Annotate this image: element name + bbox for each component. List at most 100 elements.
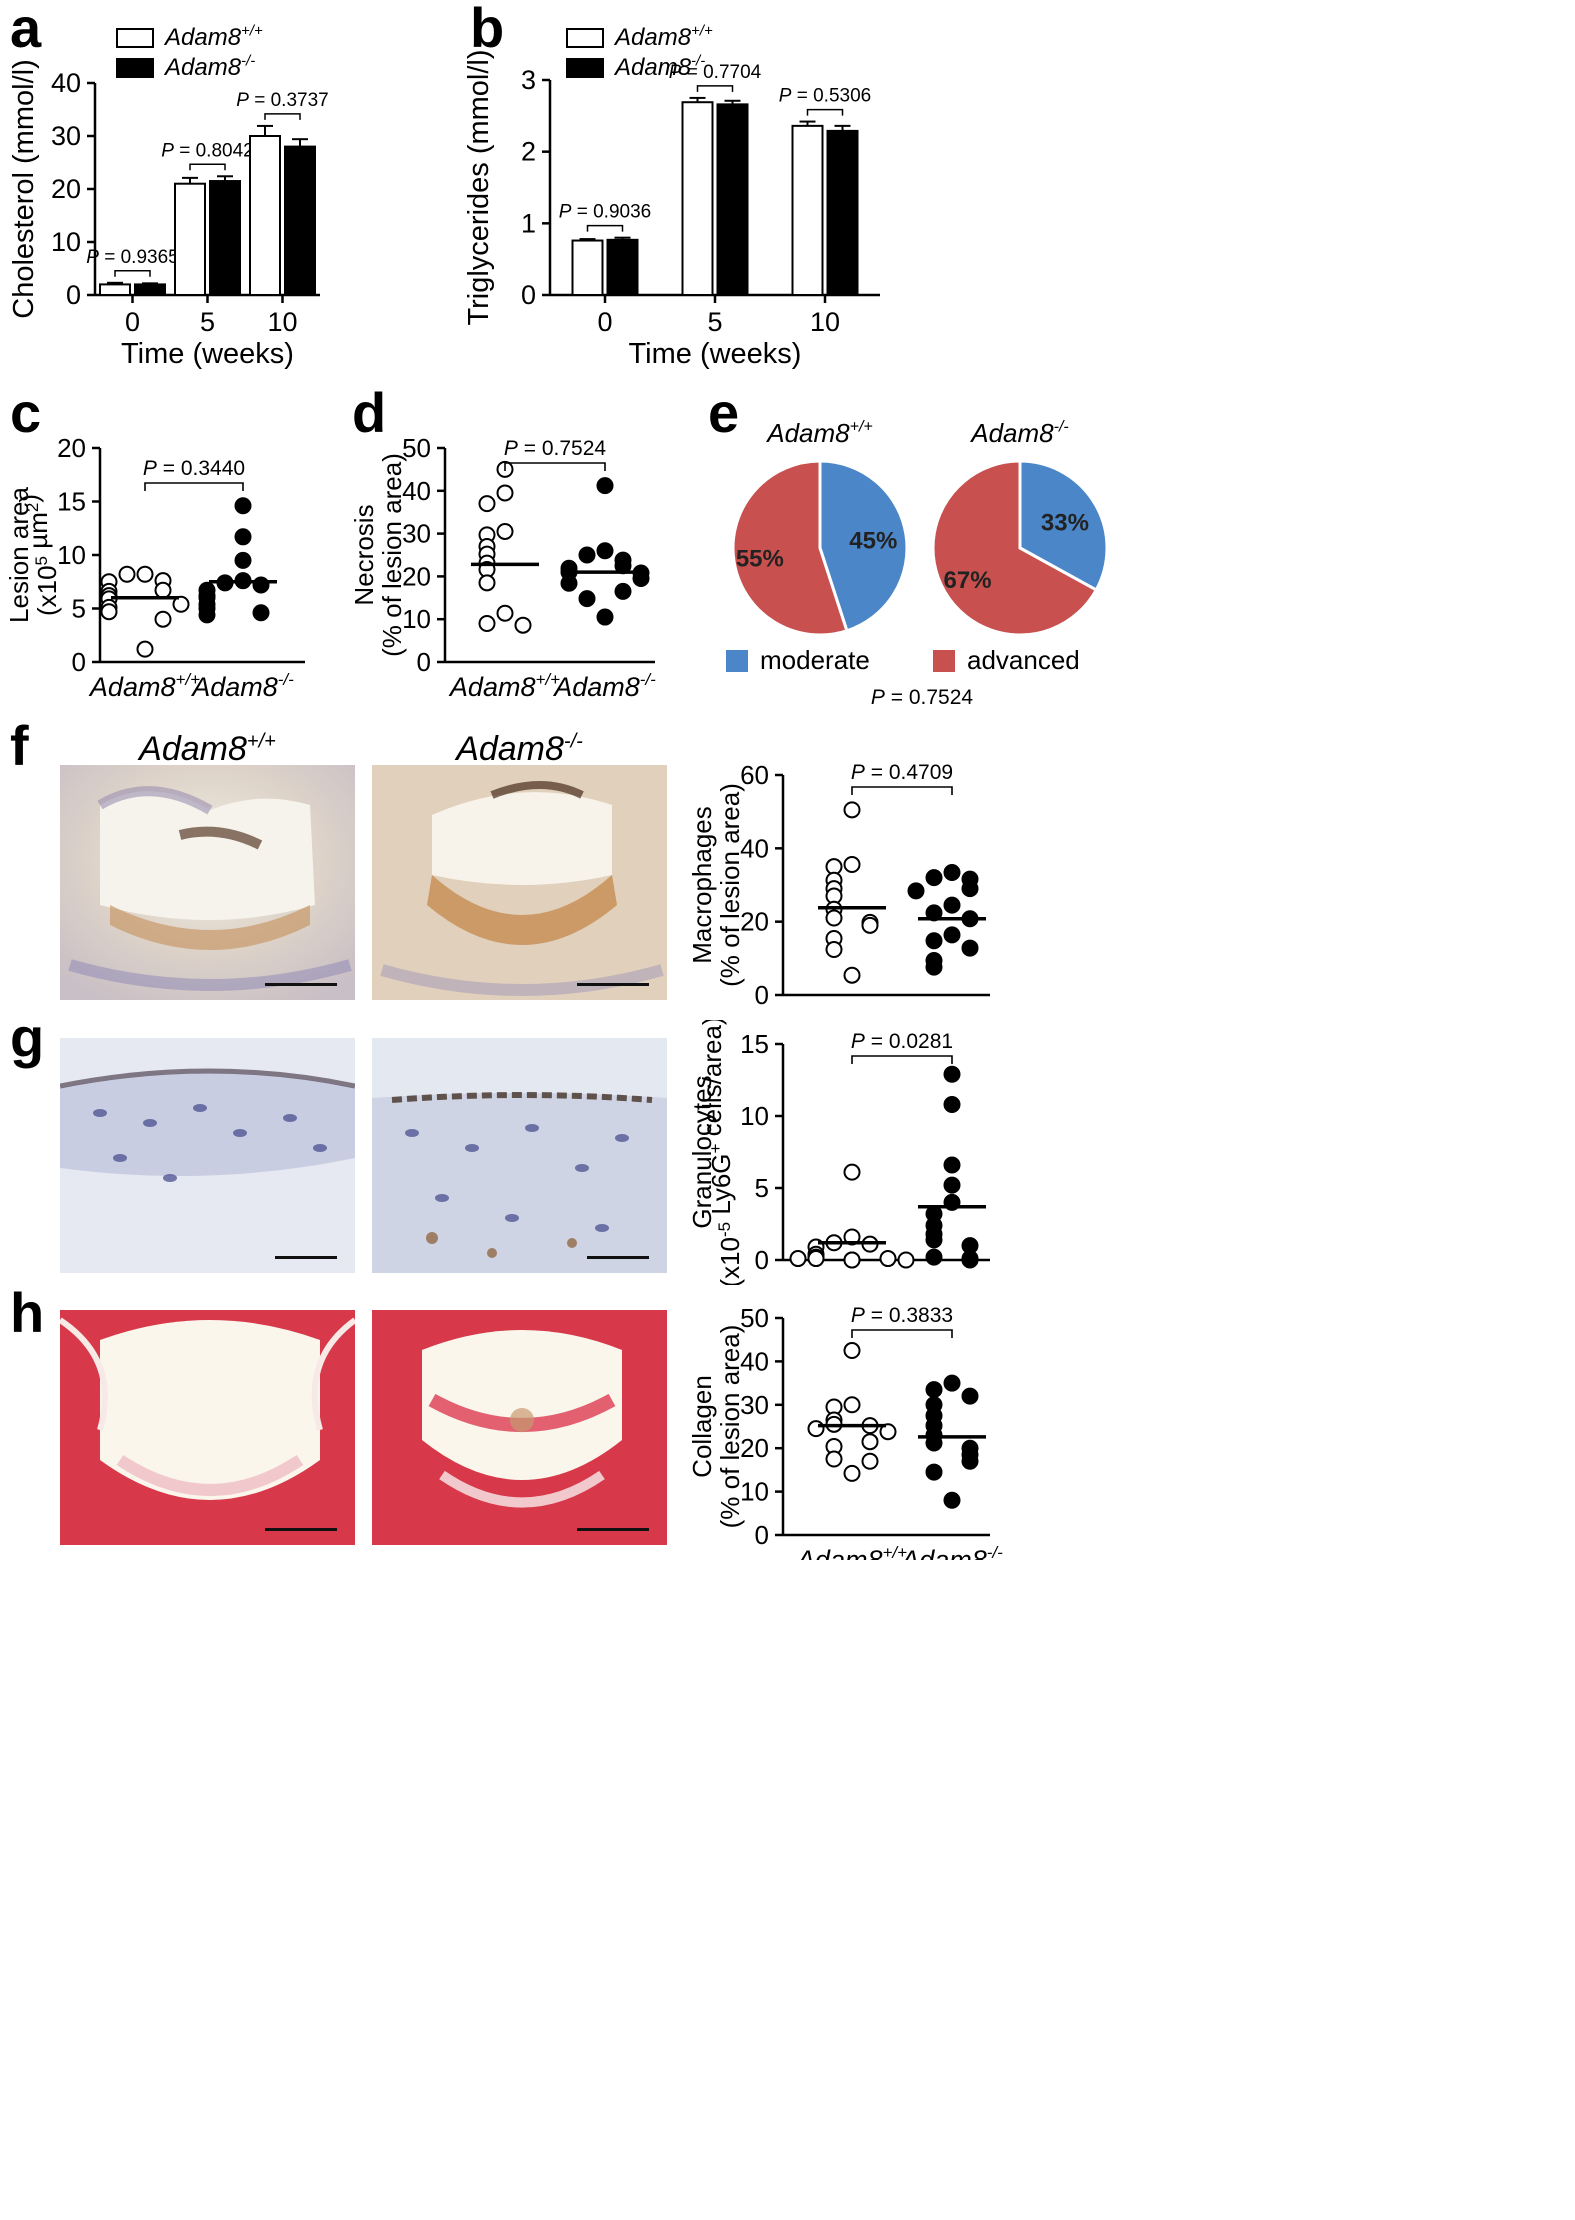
x-category-label: Adam8+/+ bbox=[795, 1543, 907, 1560]
x-category-label-base: Adam8 bbox=[795, 1545, 883, 1560]
significance-bracket bbox=[851, 1055, 953, 1064]
data-point bbox=[925, 1248, 943, 1266]
micrograph-h-wildtype bbox=[60, 1310, 355, 1545]
data-point bbox=[118, 565, 136, 583]
micrograph-g-knockout bbox=[372, 1038, 667, 1273]
y-axis-label-part: 5 bbox=[32, 556, 51, 565]
chart-e-pies: Adam8+/+45%55%Adam8-/-33%67%moderate adva… bbox=[726, 418, 1109, 709]
legend-entry-sup: -/- bbox=[691, 52, 705, 69]
micrograph-f-wildtype-image bbox=[60, 765, 355, 1000]
legend-entry-base: Adam8 bbox=[163, 54, 242, 81]
pie-title-base: Adam8 bbox=[765, 418, 850, 448]
bar bbox=[681, 101, 714, 297]
p-value-p: P bbox=[669, 62, 682, 83]
data-point bbox=[154, 581, 172, 599]
p-value-label: P = 0.3737 bbox=[236, 90, 328, 111]
y-axis-label-line2: (% of lesion area) bbox=[715, 1325, 745, 1529]
data-point bbox=[925, 1381, 943, 1399]
p-value-label: P = 0.7704 bbox=[669, 62, 762, 83]
data-point bbox=[961, 939, 979, 957]
panel-label-e: e bbox=[708, 381, 740, 444]
x-category-label: Adam8-/- bbox=[552, 670, 656, 700]
p-value-p: P bbox=[851, 761, 865, 784]
y-tick-label: 40 bbox=[402, 476, 431, 506]
data-point bbox=[861, 1452, 879, 1470]
data-point bbox=[825, 1450, 843, 1468]
p-value-label: P = 0.8042 bbox=[161, 140, 253, 161]
panel-label-b: b bbox=[470, 0, 505, 59]
y-tick-label: 10 bbox=[740, 1477, 769, 1507]
data-point bbox=[843, 1396, 861, 1414]
panel-label-c: c bbox=[10, 381, 42, 444]
data-point bbox=[496, 604, 514, 622]
y-axis-label: Cholesterol (mmol/l) bbox=[8, 59, 40, 318]
significance-bracket bbox=[851, 1329, 953, 1338]
p-value-rest: = 0.4709 bbox=[865, 761, 953, 784]
significance-bracket bbox=[586, 224, 624, 232]
pie-slice-moderate bbox=[818, 459, 909, 633]
x-category-label-base: Adam8 bbox=[899, 1545, 987, 1560]
data-point bbox=[478, 574, 496, 592]
data-point bbox=[234, 497, 252, 515]
y-axis-label-line1: Necrosis bbox=[349, 504, 379, 605]
legend-entry: Adam8+/+ bbox=[163, 22, 263, 51]
p-value-rest: = 0.9036 bbox=[571, 202, 651, 223]
data-point bbox=[496, 522, 514, 540]
bar bbox=[826, 129, 859, 296]
data-point bbox=[172, 595, 190, 613]
y-tick-label: 20 bbox=[57, 433, 86, 463]
bar bbox=[716, 103, 749, 296]
data-point bbox=[234, 551, 252, 569]
data-point bbox=[843, 1464, 861, 1482]
data-point bbox=[925, 1463, 943, 1481]
data-point bbox=[843, 1251, 861, 1269]
y-axis-label-part: (% of lesion area) bbox=[715, 783, 745, 987]
data-point bbox=[925, 958, 943, 976]
genotype-left-base: Adam8 bbox=[139, 730, 247, 768]
data-point bbox=[632, 570, 650, 588]
pie-slice-label: 45% bbox=[849, 528, 897, 555]
data-point bbox=[861, 916, 879, 934]
data-point bbox=[943, 864, 961, 882]
micrograph-g-knockout-image bbox=[372, 1038, 667, 1273]
scale-bar bbox=[265, 1528, 337, 1531]
y-tick-label: 15 bbox=[740, 1029, 769, 1059]
y-tick-label: 30 bbox=[51, 121, 81, 151]
significance-bracket bbox=[144, 482, 244, 491]
p-value-rest: = 0.7704 bbox=[681, 62, 761, 83]
y-tick-label: 30 bbox=[402, 519, 431, 549]
x-category-label: Adam8+/+ bbox=[88, 670, 200, 700]
x-category-label: Adam8-/- bbox=[190, 670, 294, 700]
panel-label-a: a bbox=[10, 0, 42, 59]
micrograph-column-title-left: Adam8+/+ bbox=[60, 730, 355, 769]
bar bbox=[134, 283, 166, 296]
data-point bbox=[100, 603, 118, 621]
p-value-p: P bbox=[161, 140, 174, 161]
y-axis-label-part: -5 bbox=[715, 1222, 734, 1237]
legend-entry: Adam8-/- bbox=[163, 52, 255, 81]
data-point bbox=[234, 528, 252, 546]
y-axis-label-line1: Collagen bbox=[687, 1375, 717, 1478]
data-point bbox=[897, 1251, 915, 1269]
bar bbox=[284, 145, 316, 296]
legend-entry: advanced bbox=[967, 645, 1080, 675]
data-point bbox=[478, 495, 496, 513]
pie-title: Adam8+/+ bbox=[765, 418, 873, 448]
pie-title-sup: +/+ bbox=[850, 419, 873, 436]
p-value-label: P = 0.7524 bbox=[871, 686, 973, 709]
y-axis-label-line2: (x105 µm2) bbox=[14, 494, 62, 616]
p-value-label: P = 0.9036 bbox=[559, 202, 651, 223]
x-category-label-base: Adam8 bbox=[88, 672, 176, 700]
data-point bbox=[825, 941, 843, 959]
legend-swatch bbox=[116, 28, 154, 48]
legend-entry: moderate bbox=[760, 645, 870, 675]
bar bbox=[606, 238, 639, 296]
significance-bracket bbox=[851, 786, 953, 795]
data-point bbox=[925, 869, 943, 887]
y-tick-label: 0 bbox=[755, 1245, 769, 1275]
y-axis-label-line1: Granulocytes bbox=[687, 1075, 717, 1228]
p-value-p: P bbox=[851, 1030, 865, 1053]
x-category-label-base: Adam8 bbox=[552, 672, 640, 700]
pie-title-sup: -/- bbox=[1054, 419, 1069, 436]
data-point bbox=[843, 1342, 861, 1360]
